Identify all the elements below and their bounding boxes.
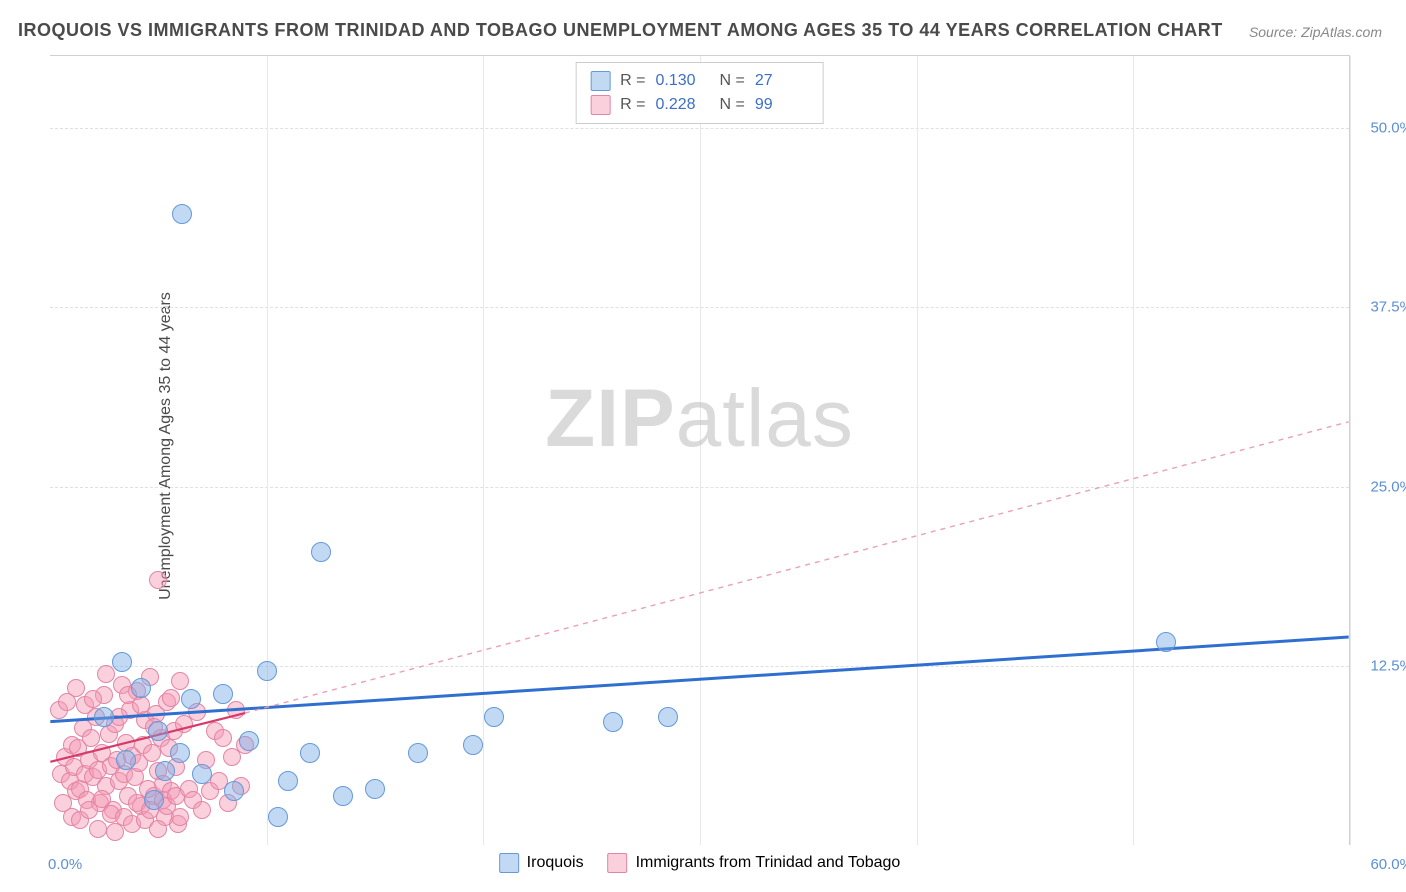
data-point — [131, 678, 151, 698]
gridline-v — [1350, 56, 1351, 845]
legend-item-1: Iroquois — [499, 853, 584, 873]
gridline-v — [917, 56, 918, 845]
data-point — [463, 735, 483, 755]
y-tick-label: 12.5% — [1370, 658, 1406, 675]
data-point — [239, 731, 259, 751]
r-value-2: 0.228 — [656, 96, 710, 114]
data-point — [214, 729, 232, 747]
r-value-1: 0.130 — [656, 72, 710, 90]
data-point — [67, 679, 85, 697]
data-point — [148, 721, 168, 741]
gridline-v — [483, 56, 484, 845]
data-point — [94, 707, 114, 727]
stats-legend: R = 0.130 N = 27 R = 0.228 N = 99 — [575, 62, 824, 124]
data-point — [213, 684, 233, 704]
data-point — [193, 801, 211, 819]
data-point — [300, 743, 320, 763]
data-point — [181, 689, 201, 709]
data-point — [149, 571, 167, 589]
data-point — [224, 781, 244, 801]
data-point — [170, 743, 190, 763]
n-label: N = — [720, 96, 745, 114]
data-point — [408, 743, 428, 763]
data-point — [84, 690, 102, 708]
source-label: Source: ZipAtlas.com — [1249, 24, 1382, 40]
plot-area: ZIPatlas R = 0.130 N = 27 R = 0.228 N = … — [50, 55, 1350, 845]
data-point — [112, 652, 132, 672]
gridline-v — [1133, 56, 1134, 845]
r-label: R = — [620, 72, 645, 90]
data-point — [227, 701, 245, 719]
legend-label-1: Iroquois — [527, 854, 584, 872]
x-axis-min-label: 0.0% — [48, 856, 82, 873]
chart-container: IROQUOIS VS IMMIGRANTS FROM TRINIDAD AND… — [0, 0, 1406, 892]
legend-item-2: Immigrants from Trinidad and Tobago — [608, 853, 901, 873]
legend-label-2: Immigrants from Trinidad and Tobago — [636, 854, 901, 872]
data-point — [603, 712, 623, 732]
data-point — [144, 790, 164, 810]
y-tick-label: 25.0% — [1370, 478, 1406, 495]
n-label: N = — [720, 72, 745, 90]
data-point — [658, 707, 678, 727]
data-point — [278, 771, 298, 791]
gridline-v — [700, 56, 701, 845]
legend-swatch-1 — [499, 853, 519, 873]
legend-swatch-2 — [608, 853, 628, 873]
gridline-v — [267, 56, 268, 845]
y-tick-label: 50.0% — [1370, 119, 1406, 136]
stats-row-series-1: R = 0.130 N = 27 — [590, 69, 809, 93]
data-point — [116, 750, 136, 770]
swatch-series-2 — [590, 95, 610, 115]
data-point — [365, 779, 385, 799]
data-point — [171, 672, 189, 690]
data-point — [171, 808, 189, 826]
data-point — [172, 204, 192, 224]
data-point — [155, 761, 175, 781]
data-point — [311, 542, 331, 562]
y-tick-label: 37.5% — [1370, 299, 1406, 316]
data-point — [268, 807, 288, 827]
data-point — [257, 661, 277, 681]
n-value-2: 99 — [755, 96, 809, 114]
data-point — [1156, 632, 1176, 652]
x-axis-max-label: 60.0% — [1370, 856, 1406, 873]
swatch-series-1 — [590, 71, 610, 91]
data-point — [484, 707, 504, 727]
r-label: R = — [620, 96, 645, 114]
data-point — [333, 786, 353, 806]
data-point — [132, 696, 150, 714]
chart-title: IROQUOIS VS IMMIGRANTS FROM TRINIDAD AND… — [18, 20, 1223, 41]
stats-row-series-2: R = 0.228 N = 99 — [590, 93, 809, 117]
data-point — [162, 689, 180, 707]
n-value-1: 27 — [755, 72, 809, 90]
data-point — [89, 820, 107, 838]
data-point — [192, 764, 212, 784]
data-point — [149, 820, 167, 838]
series-legend: Iroquois Immigrants from Trinidad and To… — [499, 853, 901, 873]
